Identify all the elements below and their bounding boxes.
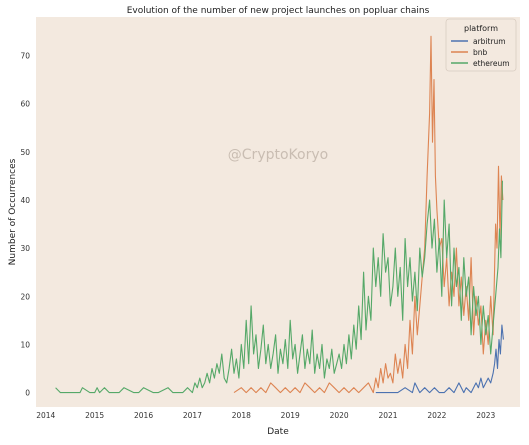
y-axis-ticks: 0 10 20 30 40 50 60 70 — [20, 52, 30, 398]
x-axis-ticks: 2014 2015 2016 2017 2018 2019 2020 2021 2022 2023 — [36, 411, 495, 420]
series-line-ethereum — [55, 180, 503, 394]
y-tick-label: 30 — [20, 244, 30, 253]
y-tick-label: 0 — [25, 389, 30, 398]
y-axis-label: Number of Occurrences — [8, 158, 18, 265]
x-tick-label: 2019 — [281, 411, 300, 420]
x-tick-label: 2015 — [85, 411, 104, 420]
y-tick-label: 70 — [20, 52, 30, 61]
legend-title: platform — [464, 24, 498, 33]
x-axis-label: Date — [267, 427, 289, 437]
x-tick-label: 2014 — [36, 411, 55, 420]
y-tick-label: 20 — [20, 292, 30, 301]
y-tick-label: 10 — [20, 340, 30, 349]
legend-label-arbitrum: arbitrum — [473, 37, 506, 46]
y-tick-label: 50 — [20, 148, 30, 157]
x-tick-label: 2021 — [378, 411, 397, 420]
legend: platform arbitrum bnb ethereum — [445, 18, 517, 72]
x-tick-label: 2022 — [427, 411, 446, 420]
x-tick-label: 2017 — [183, 411, 202, 420]
watermark: @CryptoKoryo — [228, 147, 328, 163]
legend-box — [445, 18, 517, 72]
x-tick-label: 2023 — [476, 411, 495, 420]
y-tick-label: 40 — [20, 196, 30, 205]
plot-area — [36, 17, 520, 407]
legend-label-ethereum: ethereum — [473, 59, 510, 68]
legend-label-bnb: bnb — [473, 48, 488, 57]
x-tick-label: 2020 — [330, 411, 349, 420]
series-line-bnb — [233, 35, 504, 394]
x-tick-label: 2016 — [134, 411, 153, 420]
x-tick-label: 2018 — [232, 411, 251, 420]
series-lines — [55, 35, 504, 394]
chart-title: Evolution of the number of new project l… — [127, 6, 430, 16]
y-tick-label: 60 — [20, 100, 30, 109]
series-line-arbitrum — [375, 324, 504, 394]
legend-entries: arbitrum bnb ethereum — [451, 37, 510, 68]
